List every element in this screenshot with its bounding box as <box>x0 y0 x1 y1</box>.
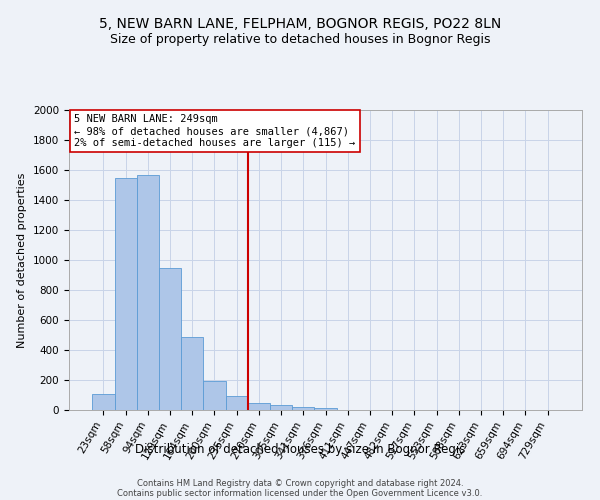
Bar <box>92 394 115 410</box>
Bar <box>203 381 226 410</box>
Bar <box>270 405 292 410</box>
Bar <box>292 407 314 410</box>
Bar <box>137 174 159 410</box>
Text: Contains HM Land Registry data © Crown copyright and database right 2024.: Contains HM Land Registry data © Crown c… <box>137 478 463 488</box>
Bar <box>115 178 137 410</box>
Text: Size of property relative to detached houses in Bognor Regis: Size of property relative to detached ho… <box>110 32 490 46</box>
Text: Contains public sector information licensed under the Open Government Licence v3: Contains public sector information licen… <box>118 488 482 498</box>
Bar <box>314 408 337 410</box>
Bar <box>248 403 270 410</box>
Bar <box>226 396 248 410</box>
Text: 5, NEW BARN LANE, FELPHAM, BOGNOR REGIS, PO22 8LN: 5, NEW BARN LANE, FELPHAM, BOGNOR REGIS,… <box>99 18 501 32</box>
Bar <box>159 268 181 410</box>
Text: Distribution of detached houses by size in Bognor Regis: Distribution of detached houses by size … <box>135 442 465 456</box>
Bar <box>181 336 203 410</box>
Text: 5 NEW BARN LANE: 249sqm
← 98% of detached houses are smaller (4,867)
2% of semi-: 5 NEW BARN LANE: 249sqm ← 98% of detache… <box>74 114 355 148</box>
Y-axis label: Number of detached properties: Number of detached properties <box>17 172 28 348</box>
